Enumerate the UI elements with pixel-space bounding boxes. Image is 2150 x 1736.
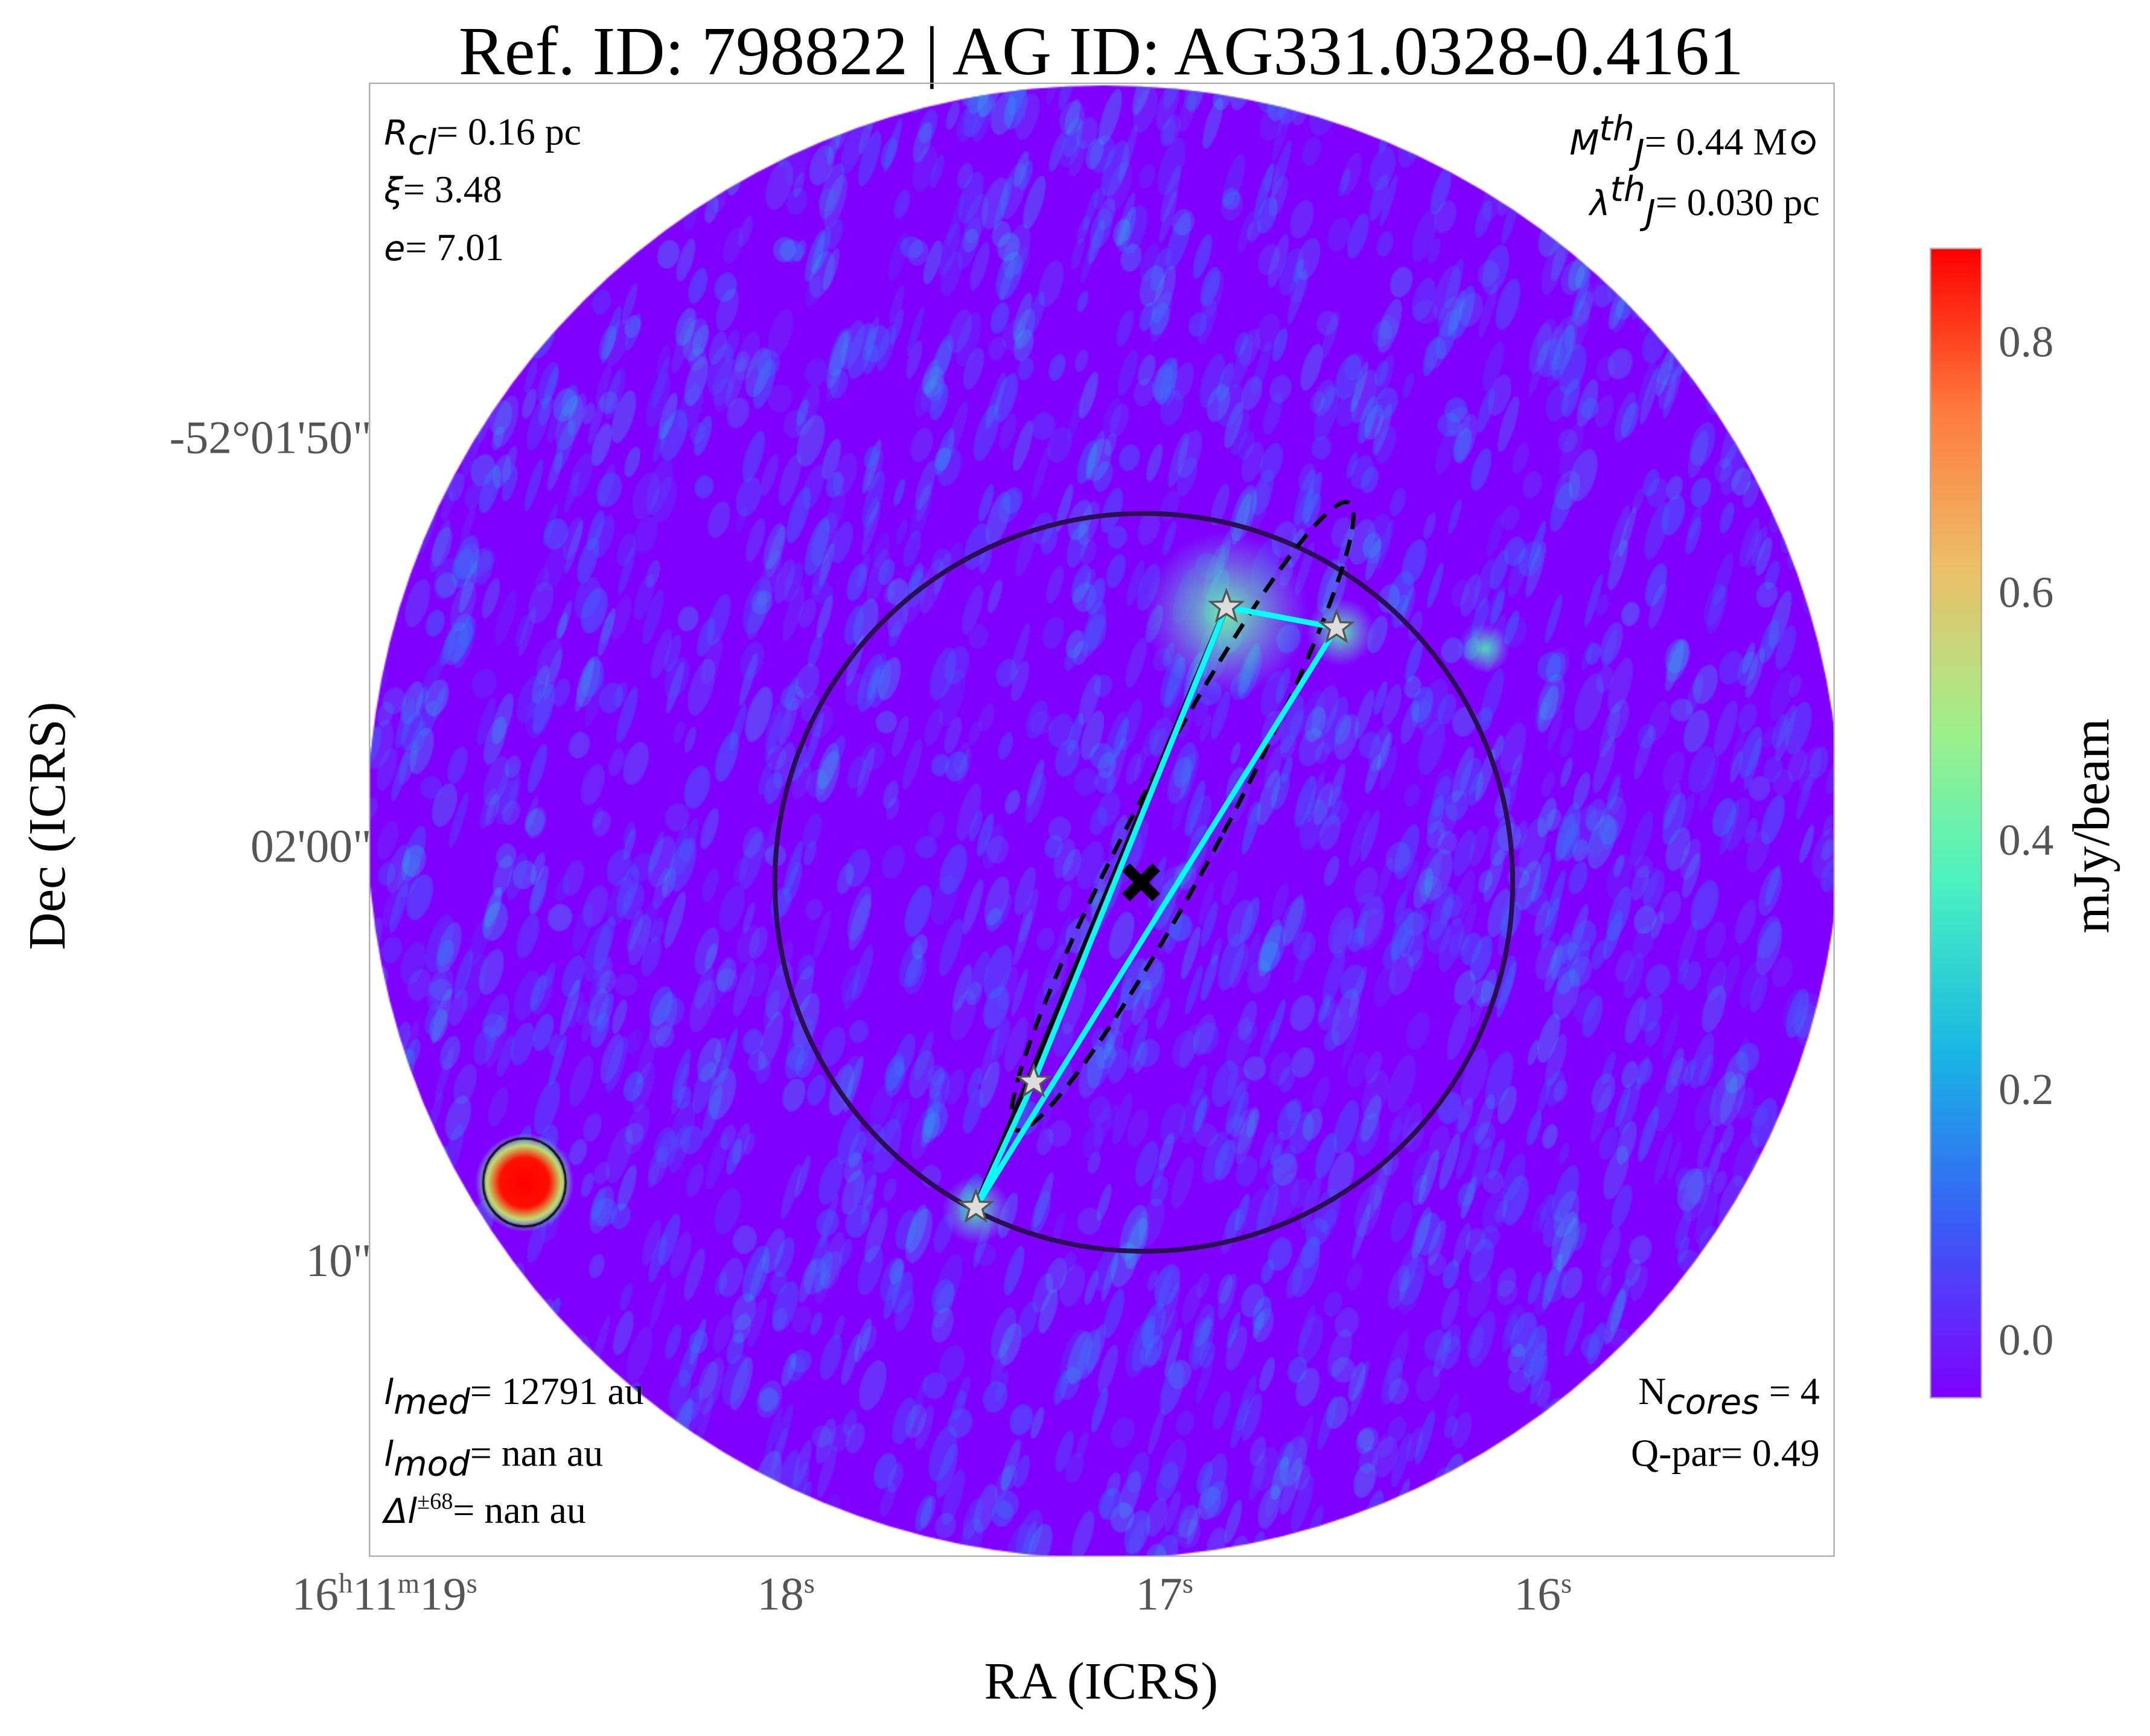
mst-edge	[973, 1080, 1036, 1208]
y-tick-label: -52°01'50"	[169, 413, 372, 464]
plot-area: Rcl= 0.16 pc ξ= 3.48 e= 7.01 MthJ= 0.44 …	[369, 82, 1835, 1557]
mst-edge	[973, 626, 1339, 1209]
colorbar-tick: 0.2	[1998, 1064, 2054, 1114]
x-tick-label: 16s	[1514, 1569, 1572, 1621]
x-axis-title: RA (ICRS)	[984, 1653, 1219, 1711]
intensity-map	[370, 84, 1834, 1556]
mst-edges	[973, 604, 1339, 1209]
y-tick-label: 10"	[305, 1236, 372, 1288]
colorbar-tick: 0.6	[1998, 567, 2054, 617]
y-tick-label: 02'00"	[250, 822, 372, 873]
colorbar-tick: 0.4	[1998, 814, 2054, 865]
x-tick-label: 16h11m19s	[292, 1569, 477, 1621]
mst-edge	[1031, 605, 1230, 1083]
annotation-r-cl: Rcl= 0.16 pc	[384, 111, 582, 162]
annotation-jeans-mass: MthJ= 0.44 M⊙	[1569, 109, 1820, 172]
colorbar-tick: 0.0	[1998, 1314, 2054, 1364]
fit-ellipse	[1009, 500, 1356, 1133]
annotation-jeans-length: λthJ= 0.030 pc	[1589, 169, 1820, 233]
overlay	[772, 500, 1516, 1254]
annotation-l-med: lmed= 12791 au	[384, 1371, 644, 1422]
colorbar-label: mJy/beam	[2063, 718, 2122, 934]
core-markers	[957, 587, 1355, 1223]
colorbar	[1930, 247, 1982, 1399]
clump-circle	[772, 511, 1516, 1254]
annotation-q-par: Q-par= 0.49	[1631, 1432, 1820, 1476]
annotation-xi: ξ= 3.48	[384, 169, 502, 212]
annotation-l-mod: lmod= nan au	[384, 1432, 604, 1484]
figure-title: Ref. ID: 798822 | AG ID: AG331.0328-0.41…	[458, 12, 1744, 90]
clump-center-cross-icon	[1121, 863, 1160, 902]
x-tick-label: 17s	[1135, 1569, 1193, 1621]
mst-edge	[1225, 604, 1338, 631]
x-tick-label: 18s	[757, 1569, 815, 1621]
annotation-n-cores: Ncores = 4	[1638, 1371, 1820, 1422]
core-star-icon	[957, 1187, 995, 1223]
core-star-icon	[1318, 608, 1355, 643]
core-star-icon	[1015, 1062, 1053, 1098]
y-axis-title: Dec (ICRS)	[19, 701, 77, 951]
annotation-delta-l: Δl±68= nan au	[384, 1488, 586, 1533]
core-star-icon	[1208, 587, 1245, 623]
colorbar-tick: 0.8	[1998, 316, 2054, 366]
annotation-e: e= 7.01	[384, 227, 505, 270]
